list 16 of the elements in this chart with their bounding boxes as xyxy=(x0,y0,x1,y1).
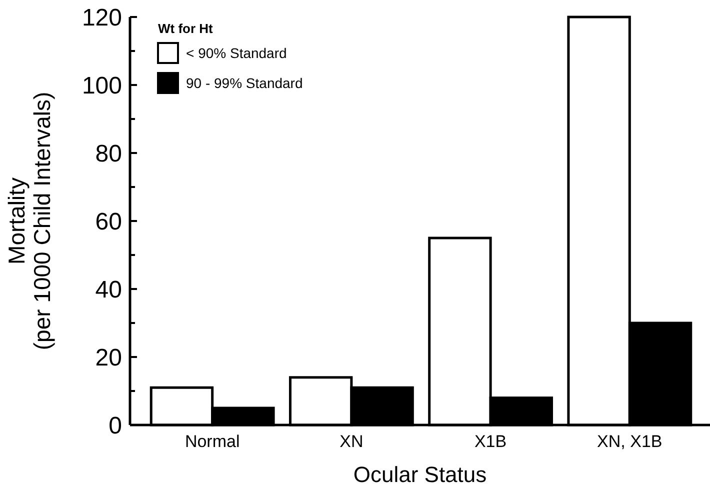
y-tick-label: 0 xyxy=(108,412,122,440)
y-tick-label: 60 xyxy=(95,208,122,236)
y-tick-label: 120 xyxy=(82,4,122,32)
legend-label: 90 - 99% Standard xyxy=(186,74,303,91)
x-tick-label: Normal xyxy=(184,432,240,451)
x-tick-label: X1B xyxy=(474,432,507,451)
legend-title: Wt for Ht xyxy=(158,21,214,36)
y-tick-label: 40 xyxy=(95,276,122,304)
x-axis-title: Ocular Status xyxy=(353,462,487,487)
legend-label: < 90% Standard xyxy=(186,44,287,61)
y-tick-label: 100 xyxy=(82,72,122,100)
x-tick-label: XN, X1B xyxy=(597,432,662,451)
y-tick-label: 80 xyxy=(95,140,122,168)
y-axis-title: Mortality (per 1000 Child Intervals) xyxy=(4,92,55,350)
y-tick-label: 20 xyxy=(95,344,122,372)
x-tick-label: XN xyxy=(340,432,364,451)
